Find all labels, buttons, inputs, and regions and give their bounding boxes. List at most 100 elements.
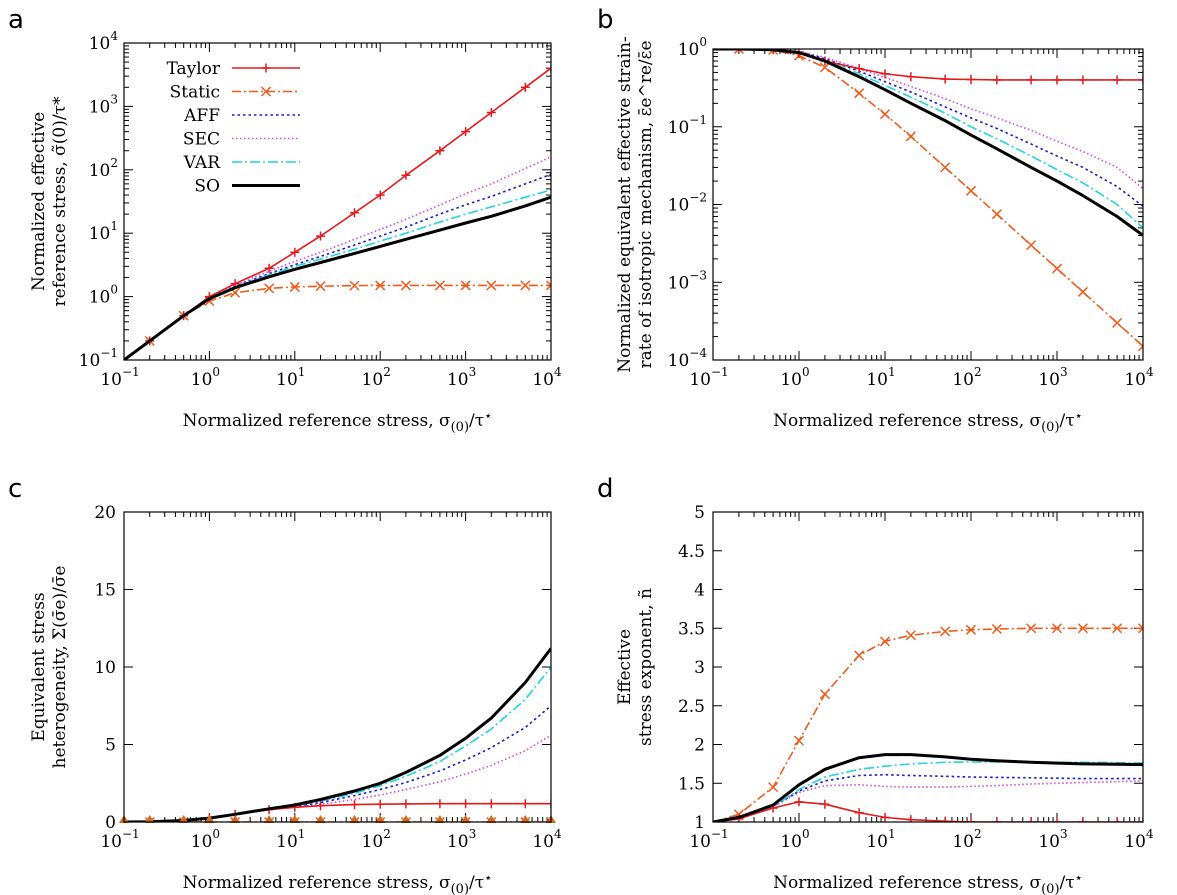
series-point-static <box>144 816 155 822</box>
y-tick-label: 2 <box>694 736 705 756</box>
series-point-taylor <box>546 799 551 809</box>
series-point-static <box>289 281 300 292</box>
series-point-static <box>349 280 360 291</box>
series-point-static <box>178 815 189 823</box>
legend-label: SEC <box>183 130 220 150</box>
y-tick-label: 2.5 <box>678 697 705 717</box>
series-point-taylor <box>794 797 804 807</box>
y-tick-label: 102 <box>89 156 118 181</box>
series-group <box>124 647 551 822</box>
x-tick-label: 100 <box>780 827 809 852</box>
x-tick-label: 101 <box>276 365 305 390</box>
x-tick-label: 102 <box>362 827 391 852</box>
series-point-taylor <box>854 808 864 818</box>
x-axis-ticks: 10−1 100 101 102 103 104 <box>100 43 562 390</box>
panel-label: a <box>8 5 24 35</box>
series-point-static <box>349 815 360 823</box>
x-axis-ticks: 10−1 100 101 102 103 104 <box>100 512 562 852</box>
series-point-taylor <box>435 799 445 809</box>
series-point-static <box>289 816 300 822</box>
series-point-taylor <box>349 800 359 810</box>
y-tick-label: 4.5 <box>678 542 705 562</box>
panel-b: b 10−1 100 101 102 103 104 10−4 10−3 10−2 10−1 100 N… <box>597 5 1154 435</box>
series-point-taylor <box>1138 75 1143 85</box>
series-point-static <box>375 816 386 822</box>
series-point-taylor <box>461 799 471 809</box>
series-point-static <box>879 109 891 120</box>
series-point-taylor <box>375 190 385 200</box>
y-tick-label: 15 <box>94 581 116 601</box>
series-line-var <box>713 49 1143 229</box>
x-tick-label: 101 <box>866 827 895 852</box>
y-tick-label: 10−2 <box>668 191 707 216</box>
series-line-var <box>713 761 1143 822</box>
series-point-taylor <box>906 815 916 822</box>
series-group <box>124 63 551 360</box>
y-tick-label: 10 <box>94 658 116 678</box>
plot-frame <box>712 48 1144 361</box>
y-axis-ticks: 10−1 100 101 102 103 104 <box>79 29 551 371</box>
series-point-taylor <box>1078 75 1088 85</box>
x-tick-label: 104 <box>1124 827 1154 852</box>
series-line-static <box>713 49 1143 347</box>
series-point-static <box>289 815 300 823</box>
series-point-static <box>733 49 744 55</box>
series-point-taylor <box>401 170 411 180</box>
series-point-taylor <box>375 799 385 809</box>
series-point-taylor <box>966 817 976 822</box>
series-point-static <box>460 815 471 823</box>
series-point-static <box>434 815 445 823</box>
x-tick-label: 104 <box>1124 365 1154 390</box>
series-point-static <box>1077 623 1088 634</box>
x-tick-label: 10−1 <box>689 827 728 852</box>
x-tick-label: 10−1 <box>100 365 139 390</box>
legend: Taylor Static AFF SEC VAR SO <box>166 59 300 197</box>
series-point-taylor <box>820 799 830 809</box>
series-point-taylor <box>520 82 530 92</box>
series-group <box>713 623 1143 822</box>
x-tick-label: 101 <box>866 365 895 390</box>
series-point-static <box>230 816 241 822</box>
y-tick-label: 101 <box>89 219 118 244</box>
y-axis-label: Effectivestress exponent, ñ <box>615 588 656 746</box>
series-point-taylor <box>486 108 496 118</box>
series-point-taylor <box>1112 817 1122 822</box>
y-tick-label: 5 <box>694 503 705 523</box>
x-tick-label: 103 <box>1038 365 1067 390</box>
x-axis-ticks: 10−1 100 101 102 103 104 <box>689 49 1154 390</box>
series-group <box>713 49 1143 352</box>
y-tick-label: 5 <box>105 736 116 756</box>
series-point-static <box>375 280 386 291</box>
series-point-static <box>434 816 445 822</box>
y-axis-label: Equivalent stressheterogeneity, Σ(σ̄e)/σ… <box>29 566 70 769</box>
series-point-static <box>264 283 275 294</box>
legend-marker <box>260 86 272 97</box>
y-tick-label: 1 <box>694 813 705 833</box>
series-line-var <box>124 189 551 360</box>
x-axis-label: Normalized reference stress, σ(0)/τ⋆ <box>773 409 1083 435</box>
y-tick-label: 20 <box>94 503 116 523</box>
series-line-so <box>713 753 1143 822</box>
series-point-static <box>264 816 275 822</box>
series-line-aff <box>124 173 551 360</box>
y-tick-label: 1.5 <box>678 774 705 794</box>
x-tick-label: 102 <box>952 365 981 390</box>
series-point-static <box>793 735 805 746</box>
y-axis-label: Normalized equivalent effective strain-r… <box>615 36 656 372</box>
series-point-static <box>144 815 155 823</box>
x-tick-label: 104 <box>532 827 562 852</box>
panel-d: d 10−1 100 101 102 103 104 1 1.5 2 2.5 3 3.5 4 4.5 5 Nor… <box>597 474 1154 895</box>
series-point-taylor <box>1026 817 1036 822</box>
series-point-static <box>460 816 471 822</box>
series-point-static <box>315 815 326 823</box>
series-point-static <box>905 630 916 641</box>
series-point-static <box>1137 623 1143 634</box>
series-point-static <box>1112 317 1123 328</box>
series-point-taylor <box>906 72 916 82</box>
series-point-taylor <box>1052 75 1062 85</box>
series-point-static <box>1026 240 1037 251</box>
y-tick-label: 3 <box>694 658 705 678</box>
series-point-taylor <box>264 263 274 273</box>
y-tick-label: 0 <box>105 813 116 833</box>
series-point-static <box>400 816 411 822</box>
